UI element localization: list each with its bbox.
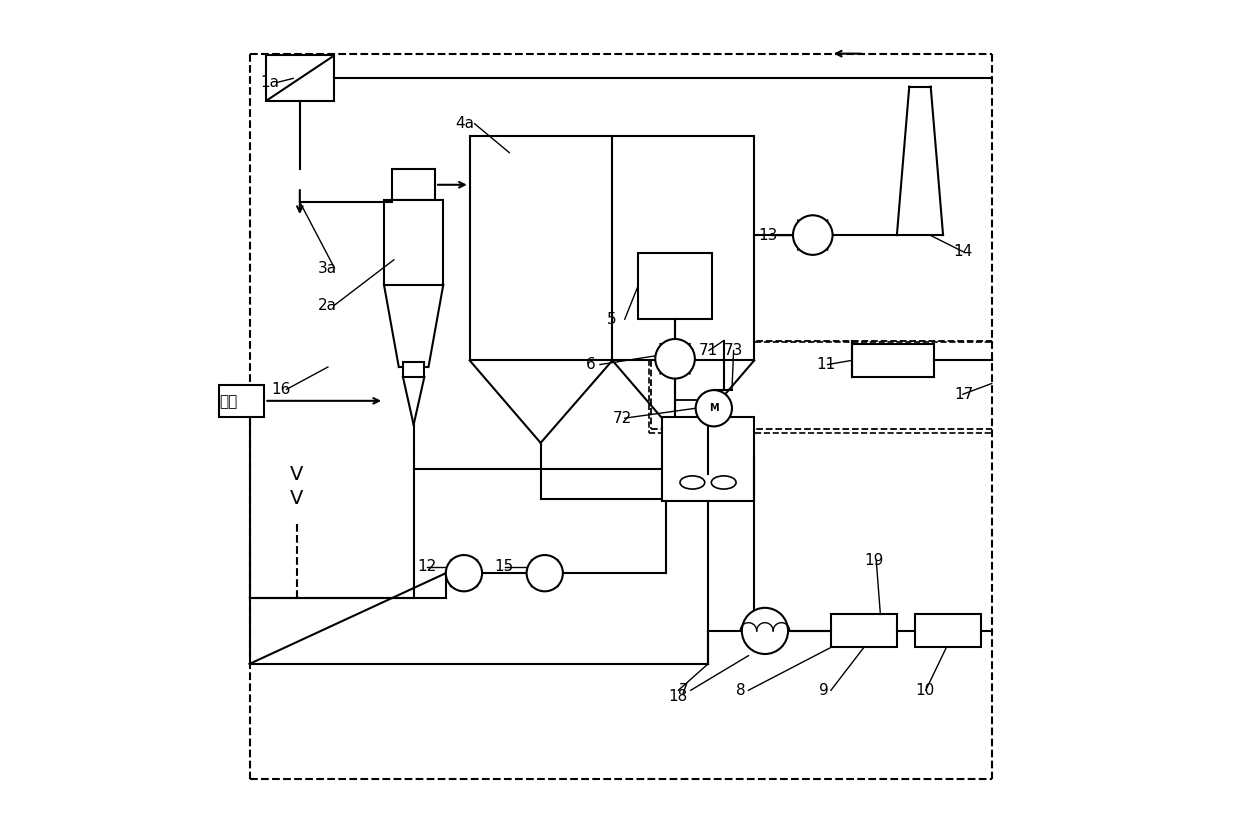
Bar — [852, 344, 933, 377]
Text: 16: 16 — [271, 382, 291, 397]
Text: 烟气: 烟气 — [219, 394, 237, 409]
Text: 5: 5 — [607, 312, 616, 327]
Text: 6: 6 — [586, 357, 596, 372]
Circle shape — [526, 555, 563, 591]
Text: 12: 12 — [417, 559, 436, 574]
Text: 18: 18 — [668, 690, 688, 705]
Text: 14: 14 — [953, 244, 972, 259]
Text: 10: 10 — [915, 683, 935, 698]
Bar — [915, 615, 981, 647]
Text: V: V — [290, 465, 303, 484]
Text: 17: 17 — [954, 387, 974, 402]
Bar — [219, 385, 264, 416]
Text: 13: 13 — [758, 227, 778, 242]
Bar — [383, 201, 444, 285]
Bar — [266, 55, 334, 102]
Bar — [637, 253, 713, 319]
Text: 9: 9 — [819, 683, 829, 698]
Circle shape — [793, 215, 832, 255]
Text: 1a: 1a — [260, 75, 279, 90]
Circle shape — [742, 608, 788, 654]
Text: 7: 7 — [679, 683, 689, 698]
Bar — [831, 615, 896, 647]
Circle shape — [446, 555, 482, 591]
Text: 2a: 2a — [318, 297, 337, 312]
Text: 15: 15 — [494, 559, 514, 574]
Text: V: V — [290, 490, 303, 508]
Circle shape — [655, 339, 695, 378]
Text: 11: 11 — [816, 357, 835, 372]
Text: 19: 19 — [864, 553, 883, 568]
Text: 71: 71 — [699, 343, 718, 358]
Text: 4a: 4a — [456, 117, 475, 132]
Bar — [470, 136, 755, 361]
Text: M: M — [709, 403, 719, 413]
Bar — [403, 362, 424, 377]
Text: 72: 72 — [613, 411, 631, 426]
Bar — [662, 416, 755, 501]
Bar — [392, 169, 435, 201]
Text: 8: 8 — [736, 683, 746, 698]
Text: 3a: 3a — [318, 261, 337, 276]
Text: 73: 73 — [724, 343, 743, 358]
Circle shape — [695, 390, 732, 426]
